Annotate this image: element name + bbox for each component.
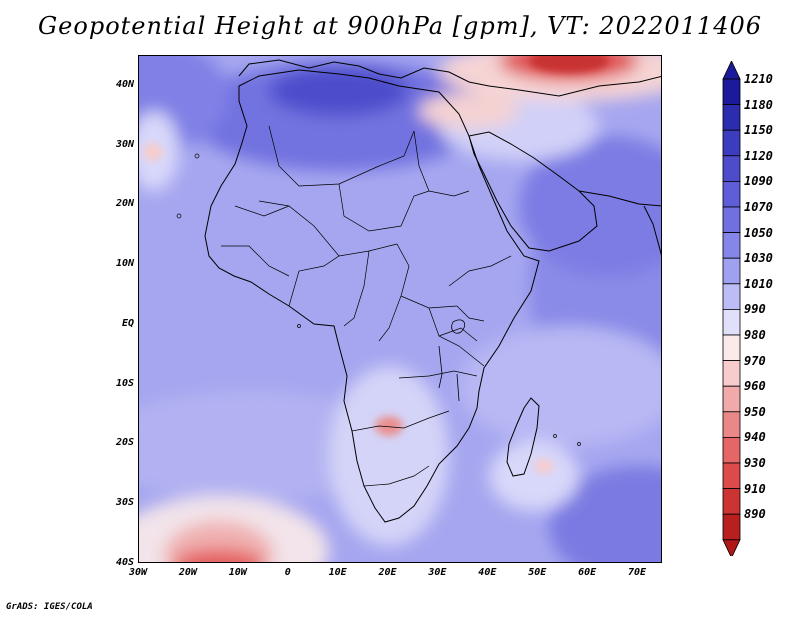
islands [176,153,581,446]
colorbar-segment [722,206,741,234]
colorbar-level-label: 960 [744,379,766,394]
colorbar-bottom-arrow [722,539,741,556]
lat-tick-label: 10N [115,258,134,270]
lat-tick-label: 40S [115,557,134,568]
lat-tick-label: 20N [115,198,134,210]
colorbar-segment [722,462,741,490]
colorbar-level-label: 1010 [744,276,773,291]
colorbar-level-label: 1090 [744,174,773,189]
colorbar-level-label: 1030 [744,251,773,266]
lat-tick-label: EQ [121,317,134,329]
colorbar-segment [722,334,741,362]
colorbar-level-label: 970 [744,353,766,368]
lon-tick-label: 20E [378,567,397,578]
height-field-shading [139,56,661,562]
colorbar-segment [722,436,741,464]
arabian-peninsula [468,131,598,252]
colorbar-level-label: 950 [744,404,766,419]
country-borders [221,125,512,487]
colorbar-segment [722,232,741,259]
lakes [438,319,466,402]
colorbar-level-label: 890 [744,507,766,522]
map-title: Geopotential Height at 900hPa [gpm], VT:… [38,12,762,40]
colorbar [722,61,741,556]
colorbar-segment [722,308,741,336]
map-plot-area [138,55,662,563]
lon-tick-label: 0 [284,567,291,578]
lat-tick-label: 20S [115,437,134,449]
colorbar-segment [722,411,741,438]
lat-tick-label: 40N [115,78,134,90]
madagascar-coastline [506,397,540,477]
colorbar-top-arrow [722,61,741,80]
colorbar-level-label: 980 [744,328,766,342]
lon-tick-label: 50E [528,567,547,578]
colorbar-level-label: 1050 [744,225,773,240]
lat-tick-label: 30S [115,497,134,509]
colorbar-level-label: 1070 [744,200,773,214]
lon-tick-label: 20W [178,567,197,578]
lon-tick-label: 30W [128,567,148,578]
lon-tick-label: 60E [578,567,597,578]
lon-tick-label: 10E [328,567,347,578]
colorbar-segment [722,513,741,541]
coastlines [204,59,661,523]
height-field-detail [143,56,609,473]
colorbar-segment [722,78,741,106]
colorbar-level-label: 990 [744,302,766,317]
lon-tick-label: 70E [628,567,647,578]
credit-text: GrADS: IGES/COLA [6,602,93,612]
lat-tick-label: 10S [115,377,134,389]
colorbar-segment [722,385,741,413]
lon-tick-label: 40E [478,567,497,578]
colorbar-level-label: 1120 [744,148,773,163]
colorbar-level-label: 1180 [744,97,773,112]
lon-tick-label: 10W [228,567,247,578]
lat-tick-label: 30N [115,138,134,150]
lon-tick-label: 30E [428,567,447,578]
colorbar-level-label: 930 [744,456,766,470]
europe-coastline [238,59,661,97]
colorbar-segment [722,104,741,131]
india-west-coast [643,205,661,256]
colorbar-segment [722,155,741,182]
colorbar-segment [722,360,741,387]
colorbar-segment [722,283,741,310]
colorbar-level-label: 1150 [744,123,773,138]
colorbar-segment [722,488,741,515]
colorbar-level-label: 910 [744,481,766,496]
colorbar-segment [722,129,741,157]
colorbar-segment [722,181,741,208]
colorbar-segment [722,257,741,285]
colorbar-level-label: 940 [744,430,766,445]
colorbar-level-label: 1210 [744,72,773,86]
iran-coast [578,190,661,207]
